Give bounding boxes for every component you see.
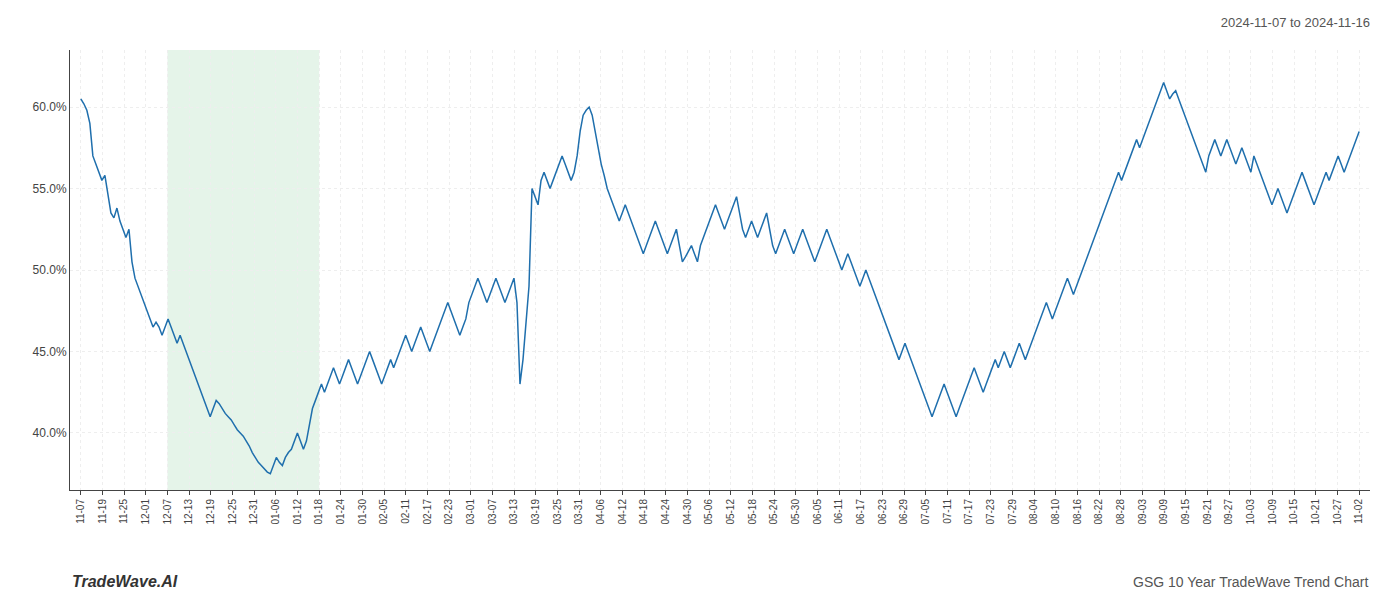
svg-text:06-17: 06-17 — [855, 499, 866, 525]
svg-text:05-18: 05-18 — [747, 499, 758, 525]
svg-text:05-06: 05-06 — [703, 499, 714, 525]
svg-text:09-21: 09-21 — [1202, 499, 1213, 525]
svg-text:08-16: 08-16 — [1072, 499, 1083, 525]
svg-text:03-13: 03-13 — [508, 499, 519, 525]
svg-text:07-11: 07-11 — [942, 499, 953, 524]
svg-text:45.0%: 45.0% — [33, 345, 67, 359]
svg-text:03-01: 03-01 — [465, 499, 476, 525]
svg-text:12-31: 12-31 — [248, 499, 259, 525]
svg-text:03-07: 03-07 — [487, 499, 498, 525]
svg-text:10-21: 10-21 — [1310, 499, 1321, 525]
svg-text:12-13: 12-13 — [183, 499, 194, 525]
svg-text:07-29: 07-29 — [1007, 499, 1018, 525]
svg-text:07-05: 07-05 — [920, 499, 931, 525]
svg-text:12-07: 12-07 — [162, 499, 173, 525]
svg-text:04-30: 04-30 — [682, 499, 693, 525]
svg-text:04-06: 04-06 — [595, 499, 606, 525]
svg-text:07-23: 07-23 — [985, 499, 996, 525]
svg-text:55.0%: 55.0% — [33, 182, 67, 196]
svg-text:10-15: 10-15 — [1288, 499, 1299, 525]
svg-text:04-18: 04-18 — [638, 499, 649, 525]
svg-text:11-19: 11-19 — [97, 499, 108, 524]
svg-text:02-05: 02-05 — [378, 499, 389, 525]
svg-text:11-25: 11-25 — [118, 499, 129, 524]
svg-text:06-23: 06-23 — [877, 499, 888, 525]
svg-text:2024-11-07 to 2024-11-16: 2024-11-07 to 2024-11-16 — [1221, 15, 1370, 30]
svg-text:01-24: 01-24 — [335, 499, 346, 525]
svg-text:01-12: 01-12 — [292, 499, 303, 525]
svg-text:01-18: 01-18 — [313, 499, 324, 525]
svg-text:12-19: 12-19 — [205, 499, 216, 525]
svg-text:05-30: 05-30 — [790, 499, 801, 525]
svg-text:12-01: 12-01 — [140, 499, 151, 525]
svg-text:50.0%: 50.0% — [33, 263, 67, 277]
svg-text:TradeWave.AI: TradeWave.AI — [72, 573, 178, 590]
svg-text:GSG 10 Year TradeWave Trend Ch: GSG 10 Year TradeWave Trend Chart — [1133, 574, 1368, 590]
svg-text:08-28: 08-28 — [1115, 499, 1126, 525]
svg-text:40.0%: 40.0% — [33, 426, 67, 440]
svg-text:05-24: 05-24 — [768, 499, 779, 525]
svg-text:10-27: 10-27 — [1332, 499, 1343, 525]
svg-text:12-25: 12-25 — [227, 499, 238, 525]
svg-text:09-03: 09-03 — [1137, 499, 1148, 525]
svg-text:04-12: 04-12 — [617, 499, 628, 525]
svg-text:09-09: 09-09 — [1158, 499, 1169, 525]
svg-text:08-10: 08-10 — [1050, 499, 1061, 525]
svg-text:06-05: 06-05 — [812, 499, 823, 525]
svg-text:11-07: 11-07 — [75, 499, 86, 524]
svg-text:05-12: 05-12 — [725, 499, 736, 525]
svg-text:08-22: 08-22 — [1093, 499, 1104, 525]
svg-text:03-25: 03-25 — [552, 499, 563, 525]
svg-text:07-17: 07-17 — [963, 499, 974, 525]
svg-text:04-24: 04-24 — [660, 499, 671, 525]
svg-text:09-15: 09-15 — [1180, 499, 1191, 525]
svg-text:02-23: 02-23 — [443, 499, 454, 525]
svg-text:03-19: 03-19 — [530, 499, 541, 525]
svg-text:10-09: 10-09 — [1267, 499, 1278, 525]
svg-text:11-02: 11-02 — [1353, 499, 1364, 524]
svg-text:06-11: 06-11 — [833, 499, 844, 524]
svg-text:06-29: 06-29 — [898, 499, 909, 525]
svg-text:08-04: 08-04 — [1028, 499, 1039, 525]
svg-text:10-03: 10-03 — [1245, 499, 1256, 525]
svg-text:03-31: 03-31 — [573, 499, 584, 525]
svg-text:01-30: 01-30 — [357, 499, 368, 525]
svg-text:02-11: 02-11 — [400, 499, 411, 524]
svg-text:09-27: 09-27 — [1223, 499, 1234, 525]
svg-text:02-17: 02-17 — [422, 499, 433, 525]
svg-text:60.0%: 60.0% — [33, 100, 67, 114]
svg-text:01-06: 01-06 — [270, 499, 281, 525]
